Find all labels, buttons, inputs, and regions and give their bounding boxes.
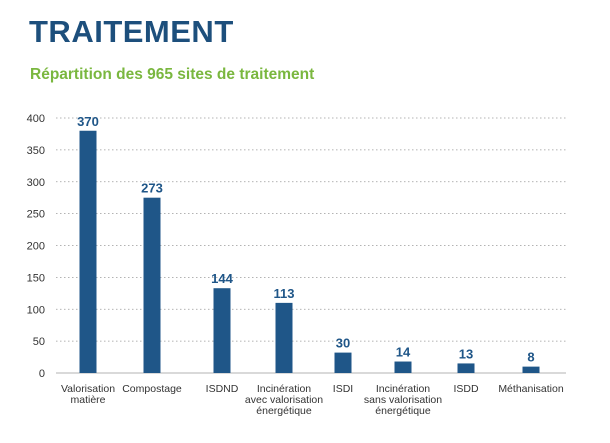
bar bbox=[522, 366, 540, 373]
bar bbox=[79, 130, 97, 373]
bar-value-label: 14 bbox=[396, 345, 411, 360]
y-tick-label: 350 bbox=[27, 145, 45, 157]
bar-value-label: 30 bbox=[336, 336, 350, 351]
value-labels: 370 273 144 113 30 14 13 8 bbox=[77, 114, 534, 365]
bar-value-label: 370 bbox=[77, 114, 99, 129]
category-label-line: ISDI bbox=[333, 383, 353, 395]
category-label-line: énergétique bbox=[375, 405, 431, 417]
category-label-line: Incinération bbox=[257, 383, 311, 395]
grid-lines bbox=[56, 117, 566, 374]
bar bbox=[213, 288, 231, 373]
y-tick-label: 250 bbox=[27, 209, 45, 221]
category-label-line: Incinération bbox=[376, 383, 430, 395]
y-tick-label: 50 bbox=[33, 336, 45, 348]
y-tick-label: 200 bbox=[27, 241, 45, 253]
bars bbox=[79, 130, 540, 373]
category-label-line: Méthanisation bbox=[498, 383, 564, 395]
y-tick-label: 300 bbox=[27, 177, 45, 189]
category-label: Incinération avec valorisation énergétique bbox=[245, 383, 323, 417]
bar-value-label: 113 bbox=[274, 286, 295, 301]
category-label: ISDND bbox=[206, 383, 239, 395]
bar bbox=[143, 197, 161, 373]
category-label: Valorisation matière bbox=[61, 383, 115, 406]
category-label-line: avec valorisation bbox=[245, 394, 323, 406]
category-label: Méthanisation bbox=[498, 383, 564, 395]
y-tick-label: 100 bbox=[27, 304, 45, 316]
category-label-line: matière bbox=[70, 394, 105, 406]
category-label-line: ISDND bbox=[206, 383, 239, 395]
y-axis: 0 50 100 150 200 250 300 350 400 bbox=[27, 113, 45, 380]
category-label-line: Valorisation bbox=[61, 383, 115, 395]
bar-value-label: 144 bbox=[211, 271, 233, 286]
category-label-line: énergétique bbox=[256, 405, 312, 417]
bar bbox=[394, 361, 412, 373]
category-label-line: Compostage bbox=[122, 383, 182, 395]
chart-subtitle: Répartition des 965 sites de traitement bbox=[30, 66, 315, 83]
y-tick-label: 150 bbox=[27, 272, 45, 284]
bar-value-label: 8 bbox=[527, 350, 534, 365]
category-label-line: sans valorisation bbox=[364, 394, 442, 406]
bar bbox=[457, 363, 475, 373]
category-label-line: ISDD bbox=[453, 383, 479, 395]
category-labels: Valorisation matière Compostage ISDND Inciné… bbox=[61, 383, 564, 417]
bar bbox=[275, 302, 293, 373]
category-label: ISDI bbox=[333, 383, 353, 395]
category-label: Incinération sans valorisation énergétique bbox=[364, 383, 442, 417]
bar-value-label: 13 bbox=[459, 346, 473, 361]
y-tick-label: 0 bbox=[39, 368, 45, 380]
category-label: Compostage bbox=[122, 383, 182, 395]
bar bbox=[334, 352, 352, 373]
y-tick-label: 400 bbox=[27, 113, 45, 125]
bar-value-label: 273 bbox=[141, 181, 163, 196]
category-label: ISDD bbox=[453, 383, 479, 395]
page-title: TRAITEMENT bbox=[29, 14, 234, 49]
